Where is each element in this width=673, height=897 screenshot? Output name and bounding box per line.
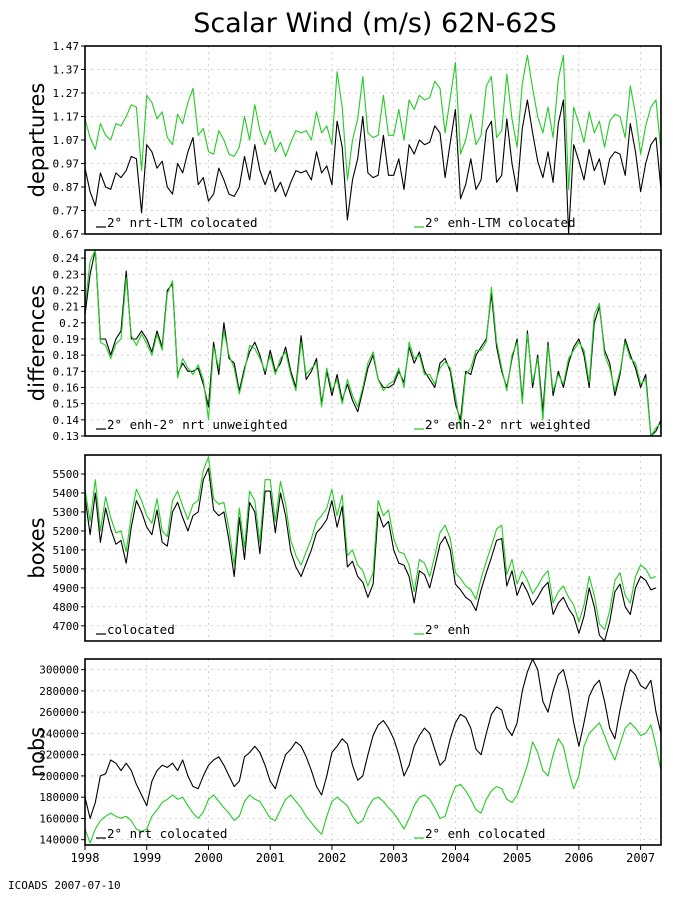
footer-source-date: ICOADS 2007-07-10 (8, 879, 121, 892)
chart-title: Scalar Wind (m/s) 62N-62S (193, 8, 557, 39)
panel-nobs: 140000 160000 180000 200000 220000 240000 2600… (25, 658, 662, 865)
series-line-green (84, 722, 662, 844)
x-tick-label: 2005 (503, 851, 532, 865)
y-tick-label: 0.87 (53, 181, 80, 194)
y-tick-label: 0.13 (53, 430, 80, 443)
y-axis-label: nobs (25, 727, 49, 777)
y-tick-label: 0.18 (53, 349, 80, 362)
x-tick-label: 2002 (317, 851, 346, 865)
x-tick-label: 1998 (71, 851, 100, 865)
y-tick-label: 0.97 (53, 158, 80, 171)
y-tick-label: 300000 (39, 664, 79, 677)
y-tick-label: 0.2 (59, 317, 79, 330)
y-tick-label: 0.24 (53, 252, 80, 265)
plot-frame (84, 45, 662, 235)
y-tick-label: 140000 (39, 834, 79, 847)
y-tick-label: 0.17 (53, 365, 80, 378)
panel-differences: 0.13 0.14 0.15 0.16 0.17 0.18 0.19 0.2 0.21 0.22 0… (25, 249, 662, 443)
panel-boxes: 4700 4800 4900 5000 5100 5200 5300 5400 5500 boxe… (25, 454, 662, 642)
x-tick-label: 2007 (626, 851, 655, 865)
y-tick-label: 280000 (39, 685, 79, 698)
series-line-black (84, 249, 662, 437)
y-tick-label: 260000 (39, 706, 79, 719)
y-tick-label: 5500 (53, 468, 80, 481)
y-tick-label: 4700 (53, 620, 80, 633)
y-tick-label: 0.16 (53, 381, 80, 394)
y-tick-label: 200000 (39, 770, 79, 783)
x-tick-label: 2001 (256, 851, 285, 865)
legend-label: 2° nrt-LTM colocated (107, 215, 258, 230)
y-tick-label: 5400 (53, 487, 80, 500)
x-tick-label: 2004 (441, 851, 470, 865)
y-tick-label: 220000 (39, 749, 79, 762)
y-tick-label: 1.37 (53, 64, 80, 77)
y-tick-label: 0.15 (53, 398, 80, 411)
y-tick-label: 0.77 (53, 205, 80, 218)
x-tick-label: 2006 (564, 851, 593, 865)
series-line-black (84, 467, 657, 642)
chart-panels: 0.67 0.77 0.87 0.97 1.07 1.17 1.27 1.37 1.47 depa… (25, 40, 662, 865)
legend-label: 2° enh-2° nrt unweighted (107, 417, 288, 432)
legend-label: 2° enh (425, 622, 470, 637)
y-tick-label: 4900 (53, 582, 80, 595)
x-tick-label: 1999 (132, 851, 161, 865)
y-axis-label: differences (25, 285, 49, 401)
x-tick-label: 2000 (194, 851, 223, 865)
y-tick-label: 1.47 (53, 40, 80, 53)
y-tick-label: 0.21 (53, 301, 80, 314)
y-tick-label: 5200 (53, 525, 80, 538)
series-line-black (84, 658, 662, 819)
legend-label: 2° enh colocated (425, 826, 545, 841)
y-tick-label: 5300 (53, 506, 80, 519)
y-tick-label: 1.27 (53, 87, 80, 100)
legend-label: colocated (107, 622, 175, 637)
plot-frame (84, 658, 662, 846)
legend-label: 2° enh-2° nrt weighted (425, 417, 591, 432)
y-tick-label: 0.19 (53, 333, 80, 346)
y-tick-label: 0.22 (53, 284, 80, 297)
y-tick-label: 5000 (53, 563, 80, 576)
y-tick-label: 5100 (53, 544, 80, 557)
y-tick-label: 240000 (39, 727, 79, 740)
y-tick-label: 1.17 (53, 111, 80, 124)
plot-frame (84, 454, 662, 642)
legend-label: 2° nrt colocated (107, 826, 227, 841)
y-axis-label: boxes (25, 517, 49, 578)
x-tick-label: 2003 (379, 851, 408, 865)
y-tick-label: 4800 (53, 601, 80, 614)
y-tick-label: 160000 (39, 812, 79, 825)
series-line-black (84, 83, 662, 235)
y-tick-label: 0.23 (53, 268, 80, 281)
series-line-green (84, 456, 657, 631)
y-tick-label: 1.07 (53, 134, 80, 147)
y-tick-label: 180000 (39, 791, 79, 804)
legend-label: 2° enh-LTM colocated (425, 215, 576, 230)
series-line-green (84, 249, 662, 437)
plot-frame (84, 249, 662, 437)
panel-departures: 0.67 0.77 0.87 0.97 1.07 1.17 1.27 1.37 1.47 depa… (25, 40, 662, 241)
y-tick-label: 0.14 (53, 414, 80, 427)
y-axis-label: departures (25, 83, 49, 198)
y-tick-label: 0.67 (53, 228, 80, 241)
